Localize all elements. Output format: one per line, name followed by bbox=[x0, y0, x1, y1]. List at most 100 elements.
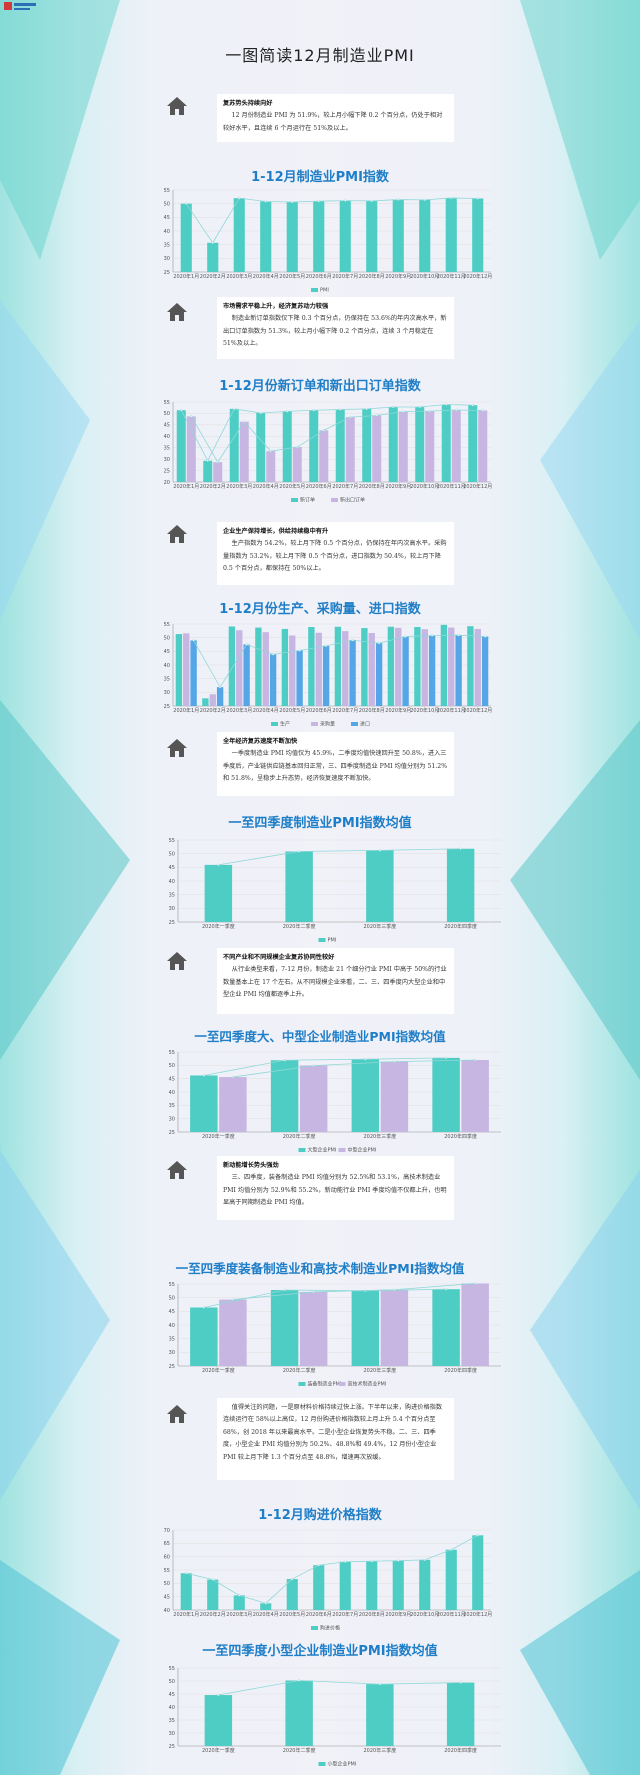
chart-equipment-hightech: 25 30 35 40 45 50 55 2020年一季度 2020年二季度 2020年三季度 20… bbox=[169, 1282, 501, 1388]
chart-title: 一至四季度小型企业制造业PMI指数均值 bbox=[202, 1644, 438, 1659]
bar bbox=[285, 851, 313, 922]
x-tick-label: 2020年3月 bbox=[226, 273, 252, 280]
bar bbox=[349, 640, 356, 706]
data-point bbox=[444, 1288, 448, 1291]
y-tick-label: 35 bbox=[169, 892, 175, 898]
data-point bbox=[423, 1558, 426, 1562]
y-tick-label: 45 bbox=[169, 1076, 175, 1082]
bar bbox=[446, 1682, 475, 1746]
bar bbox=[472, 198, 484, 272]
bar bbox=[366, 850, 394, 922]
bar bbox=[180, 203, 192, 272]
bar bbox=[219, 1077, 247, 1132]
bar bbox=[366, 1561, 378, 1610]
bar bbox=[216, 687, 224, 706]
legend-swatch bbox=[291, 498, 298, 502]
note-paragraph: 从行业类型来看，7-12 月份，制造业 21 个细分行业 PMI 中高于 50%… bbox=[223, 966, 447, 999]
x-tick-label: 2020年四季度 bbox=[444, 1747, 477, 1754]
bar bbox=[289, 635, 296, 706]
data-point bbox=[378, 849, 382, 852]
data-point bbox=[271, 653, 275, 656]
data-point bbox=[397, 198, 400, 201]
data-point bbox=[370, 1560, 373, 1563]
bar bbox=[262, 632, 269, 706]
series-line bbox=[232, 1283, 476, 1300]
bar bbox=[255, 627, 262, 706]
house-icon bbox=[167, 1405, 187, 1423]
x-tick-label: 2020年1月 bbox=[173, 483, 199, 490]
x-tick-label: 2020年1月 bbox=[173, 1611, 199, 1618]
bar bbox=[392, 1560, 404, 1610]
x-tick-label: 2020年8月 bbox=[359, 483, 385, 490]
y-tick-label: 35 bbox=[164, 242, 170, 248]
bar bbox=[339, 200, 351, 272]
bar bbox=[207, 1579, 219, 1610]
bar bbox=[315, 632, 322, 706]
x-tick-label: 2020年3月 bbox=[226, 483, 252, 490]
legend-label: 生产 bbox=[280, 721, 290, 728]
data-point bbox=[297, 850, 301, 853]
y-tick-label: 40 bbox=[164, 434, 170, 440]
legend-swatch bbox=[311, 722, 318, 726]
x-tick-label: 2020年12月 bbox=[463, 483, 492, 490]
data-point bbox=[471, 404, 474, 407]
series-line bbox=[203, 1057, 447, 1076]
y-tick-label: 40 bbox=[169, 1090, 175, 1096]
y-tick-label: 50 bbox=[164, 635, 170, 641]
x-tick-label: 2020年7月 bbox=[332, 273, 358, 280]
y-tick-label: 55 bbox=[164, 622, 170, 628]
bar bbox=[243, 644, 250, 706]
house-icon bbox=[167, 1161, 187, 1179]
x-tick-label: 2020年6月 bbox=[306, 707, 332, 714]
bar bbox=[313, 1565, 325, 1610]
legend-swatch bbox=[298, 1148, 306, 1152]
bar bbox=[467, 626, 474, 706]
y-tick-label: 55 bbox=[169, 1666, 175, 1672]
bar bbox=[228, 626, 236, 706]
note-heading: 复苏势头持续向好 bbox=[223, 100, 273, 107]
data-point bbox=[264, 200, 267, 203]
y-tick-label: 30 bbox=[169, 906, 175, 912]
bar bbox=[368, 633, 375, 706]
chart-title: 1-12月份生产、采购量、进口指数 bbox=[219, 602, 421, 617]
y-tick-label: 40 bbox=[169, 1705, 175, 1711]
y-tick-label: 45 bbox=[169, 1692, 175, 1698]
data-point bbox=[259, 411, 262, 415]
bar bbox=[186, 416, 196, 482]
legend-swatch bbox=[338, 1148, 346, 1152]
note-card: 不同产业和不同规模企业复苏协同性较好 从行业类型来看，7-12 月份，制造业 2… bbox=[217, 948, 454, 1014]
x-tick-label: 2020年4月 bbox=[253, 483, 279, 490]
x-tick-label: 2020年3月 bbox=[226, 1611, 252, 1618]
note-card: 值得关注的问题，一是原材料价格持续过快上涨。下半年以来，购进价格指数连续运行在 … bbox=[217, 1398, 454, 1480]
bar bbox=[285, 1680, 313, 1746]
bar bbox=[455, 635, 462, 706]
y-tick-label: 30 bbox=[169, 1116, 175, 1122]
bar bbox=[209, 694, 216, 706]
bar bbox=[334, 626, 342, 706]
data-point bbox=[351, 638, 354, 642]
y-tick-label: 55 bbox=[164, 400, 170, 406]
data-point bbox=[339, 408, 342, 411]
data-point bbox=[312, 409, 315, 412]
note-paragraph: 制造业新订单指数仅下降 0.3 个百分点，仍保持在 53.6%的年内次高水平，新… bbox=[223, 315, 447, 348]
series-line bbox=[180, 404, 473, 462]
y-tick-label: 45 bbox=[164, 423, 170, 429]
x-tick-label: 2020年二季度 bbox=[283, 1747, 316, 1754]
data-point bbox=[450, 1548, 453, 1551]
bar bbox=[366, 200, 378, 272]
bar bbox=[445, 197, 457, 272]
y-tick-label: 40 bbox=[164, 663, 170, 669]
bar bbox=[319, 430, 329, 482]
note-paragraph: 一季度制造业 PMI 均值仅为 45.9%，二季度均值快速回升至 50.8%，进… bbox=[223, 750, 448, 783]
y-tick-label: 50 bbox=[169, 1679, 175, 1685]
data-point bbox=[397, 1559, 400, 1562]
y-tick-label: 25 bbox=[164, 704, 170, 710]
bar bbox=[402, 636, 409, 706]
x-tick-label: 2020年5月 bbox=[279, 273, 305, 280]
x-tick-label: 2020年一季度 bbox=[202, 1133, 235, 1140]
bar bbox=[342, 631, 349, 706]
data-point bbox=[365, 407, 368, 411]
legend-swatch bbox=[318, 938, 326, 942]
x-tick-label: 2020年4月 bbox=[253, 273, 279, 280]
